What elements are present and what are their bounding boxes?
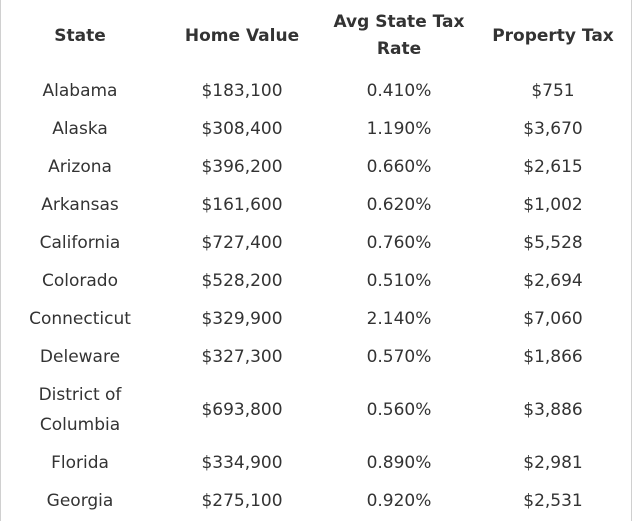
cell-state-line: Arkansas: [41, 195, 119, 215]
cell-tax-rate: 0.410%: [366, 81, 432, 101]
table-row: Georgia $275,100 0.920% $2,531: [1, 482, 633, 520]
cell-state-line: Deleware: [39, 347, 121, 367]
table-row: District of Columbia $693,800 0.560% $3,886: [1, 376, 633, 444]
cell-property-tax: $2,615: [523, 157, 583, 177]
cell-state-line: Georgia: [46, 491, 114, 511]
cell-tax-rate: 0.760%: [366, 233, 432, 253]
cell-state: Georgia: [1, 482, 159, 520]
cell-state: Alaska: [1, 110, 159, 148]
cell-state: Arizona: [1, 148, 159, 186]
header-property-tax: Property Tax: [473, 0, 633, 72]
table-row: Alabama $183,100 0.410% $751: [1, 72, 633, 110]
cell-state: District of Columbia: [1, 376, 159, 444]
cell-tax-rate: 2.140%: [366, 309, 432, 329]
cell-state: Arkansas: [1, 186, 159, 224]
header-state-line: State: [54, 25, 106, 46]
cell-tax-rate: 0.620%: [366, 195, 432, 215]
cell-state-line: Connecticut: [29, 309, 131, 329]
cell-state-line: Columbia: [39, 415, 121, 435]
table-row: Florida $334,900 0.890% $2,981: [1, 444, 633, 482]
cell-tax-rate: 0.660%: [366, 157, 432, 177]
cell-tax-rate: 0.890%: [366, 453, 432, 473]
cell-property-tax: $751: [531, 81, 575, 101]
table-row: California $727,400 0.760% $5,528: [1, 224, 633, 262]
table-row: Arkansas $161,600 0.620% $1,002: [1, 186, 633, 224]
cell-property-tax: $5,528: [523, 233, 583, 253]
cell-property-tax: $2,694: [523, 271, 583, 291]
cell-home-value: $275,100: [201, 491, 283, 511]
header-tax-rate-line-1: Avg State Tax: [333, 12, 465, 32]
table-row: Alaska $308,400 1.190% $3,670: [1, 110, 633, 148]
cell-tax-rate: 1.190%: [366, 119, 432, 139]
cell-property-tax: $3,670: [523, 119, 583, 139]
table-row: Deleware $327,300 0.570% $1,866: [1, 338, 633, 376]
cell-home-value: $334,900: [201, 453, 283, 473]
header-row: State Home Value Avg State Tax Rate Prop…: [1, 0, 633, 72]
cell-state-line: Colorado: [42, 271, 118, 291]
cell-property-tax: $1,002: [523, 195, 583, 215]
cell-home-value: $327,300: [201, 347, 283, 367]
cell-state: California: [1, 224, 159, 262]
cell-home-value: $528,200: [201, 271, 283, 291]
cell-state: Deleware: [1, 338, 159, 376]
cell-state: Connecticut: [1, 300, 159, 338]
header-tax-rate-line-2: Rate: [376, 39, 422, 59]
cell-state: Florida: [1, 444, 159, 482]
cell-property-tax: $3,886: [523, 400, 583, 420]
header-state: State: [1, 0, 159, 72]
table-row: Colorado $528,200 0.510% $2,694: [1, 262, 633, 300]
table-row: Arizona $396,200 0.660% $2,615: [1, 148, 633, 186]
cell-state-line: Alaska: [52, 119, 108, 139]
cell-home-value: $161,600: [201, 195, 283, 215]
cell-property-tax: $7,060: [523, 309, 583, 329]
cell-state-line: Florida: [51, 453, 109, 473]
cell-state-line: District of: [38, 385, 122, 405]
cell-property-tax: $1,866: [523, 347, 583, 367]
cell-tax-rate: 0.510%: [366, 271, 432, 291]
cell-tax-rate: 0.920%: [366, 491, 432, 511]
cell-state: Alabama: [1, 72, 159, 110]
cell-state-line: Alabama: [42, 81, 118, 101]
cell-home-value: $329,900: [201, 309, 283, 329]
cell-state-line: Arizona: [48, 157, 112, 177]
cell-home-value: $727,400: [201, 233, 283, 253]
cell-home-value: $396,200: [201, 157, 283, 177]
header-home-value: Home Value: [159, 0, 325, 72]
cell-home-value: $693,800: [201, 400, 283, 420]
cell-property-tax: $2,531: [523, 491, 583, 511]
cell-tax-rate: 0.560%: [366, 400, 432, 420]
cell-state-line: California: [39, 233, 121, 253]
cell-tax-rate: 0.570%: [366, 347, 432, 367]
header-avg-state-tax-rate: Avg State Tax Rate: [325, 0, 473, 72]
header-property-tax-line: Property Tax: [492, 25, 614, 46]
cell-state: Colorado: [1, 262, 159, 300]
cell-home-value: $183,100: [201, 81, 283, 101]
table-row: Connecticut $329,900 2.140% $7,060: [1, 300, 633, 338]
cell-property-tax: $2,981: [523, 453, 583, 473]
cell-home-value: $308,400: [201, 119, 283, 139]
header-home-value-line: Home Value: [184, 25, 300, 46]
